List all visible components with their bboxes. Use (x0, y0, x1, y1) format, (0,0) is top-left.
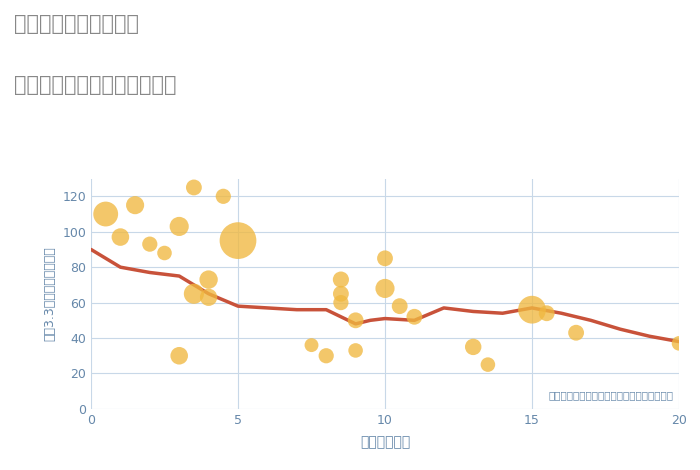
X-axis label: 駅距離（分）: 駅距離（分） (360, 435, 410, 449)
Point (409, 313, 420, 321)
Point (394, 302, 405, 310)
Point (130, 202, 141, 209)
Point (218, 193, 229, 200)
Point (335, 299, 346, 306)
Point (144, 240, 155, 248)
Point (526, 306, 538, 313)
Point (203, 294, 214, 301)
Point (203, 276, 214, 283)
Point (350, 317, 361, 324)
Y-axis label: 坪（3.3㎡）単価（万円）: 坪（3.3㎡）単価（万円） (43, 246, 57, 341)
Text: 奈良県橿原市大垣町の: 奈良県橿原市大垣町の (14, 14, 139, 34)
Point (115, 233, 126, 241)
Text: 円の大きさは、取引のあった物件面積を示す: 円の大きさは、取引のあった物件面積を示す (548, 390, 673, 400)
Point (335, 276, 346, 283)
Point (321, 352, 332, 360)
Point (159, 249, 170, 257)
Point (482, 361, 493, 368)
Point (100, 210, 111, 218)
Point (468, 343, 479, 351)
Point (174, 352, 185, 360)
Point (673, 340, 685, 347)
Point (188, 184, 199, 191)
Point (379, 285, 391, 292)
Text: 駅距離別中古マンション価格: 駅距離別中古マンション価格 (14, 75, 176, 95)
Point (335, 290, 346, 298)
Point (174, 223, 185, 230)
Point (379, 255, 391, 262)
Point (570, 329, 582, 337)
Point (306, 341, 317, 349)
Point (232, 237, 244, 244)
Point (188, 290, 199, 298)
Point (350, 347, 361, 354)
Point (541, 309, 552, 317)
